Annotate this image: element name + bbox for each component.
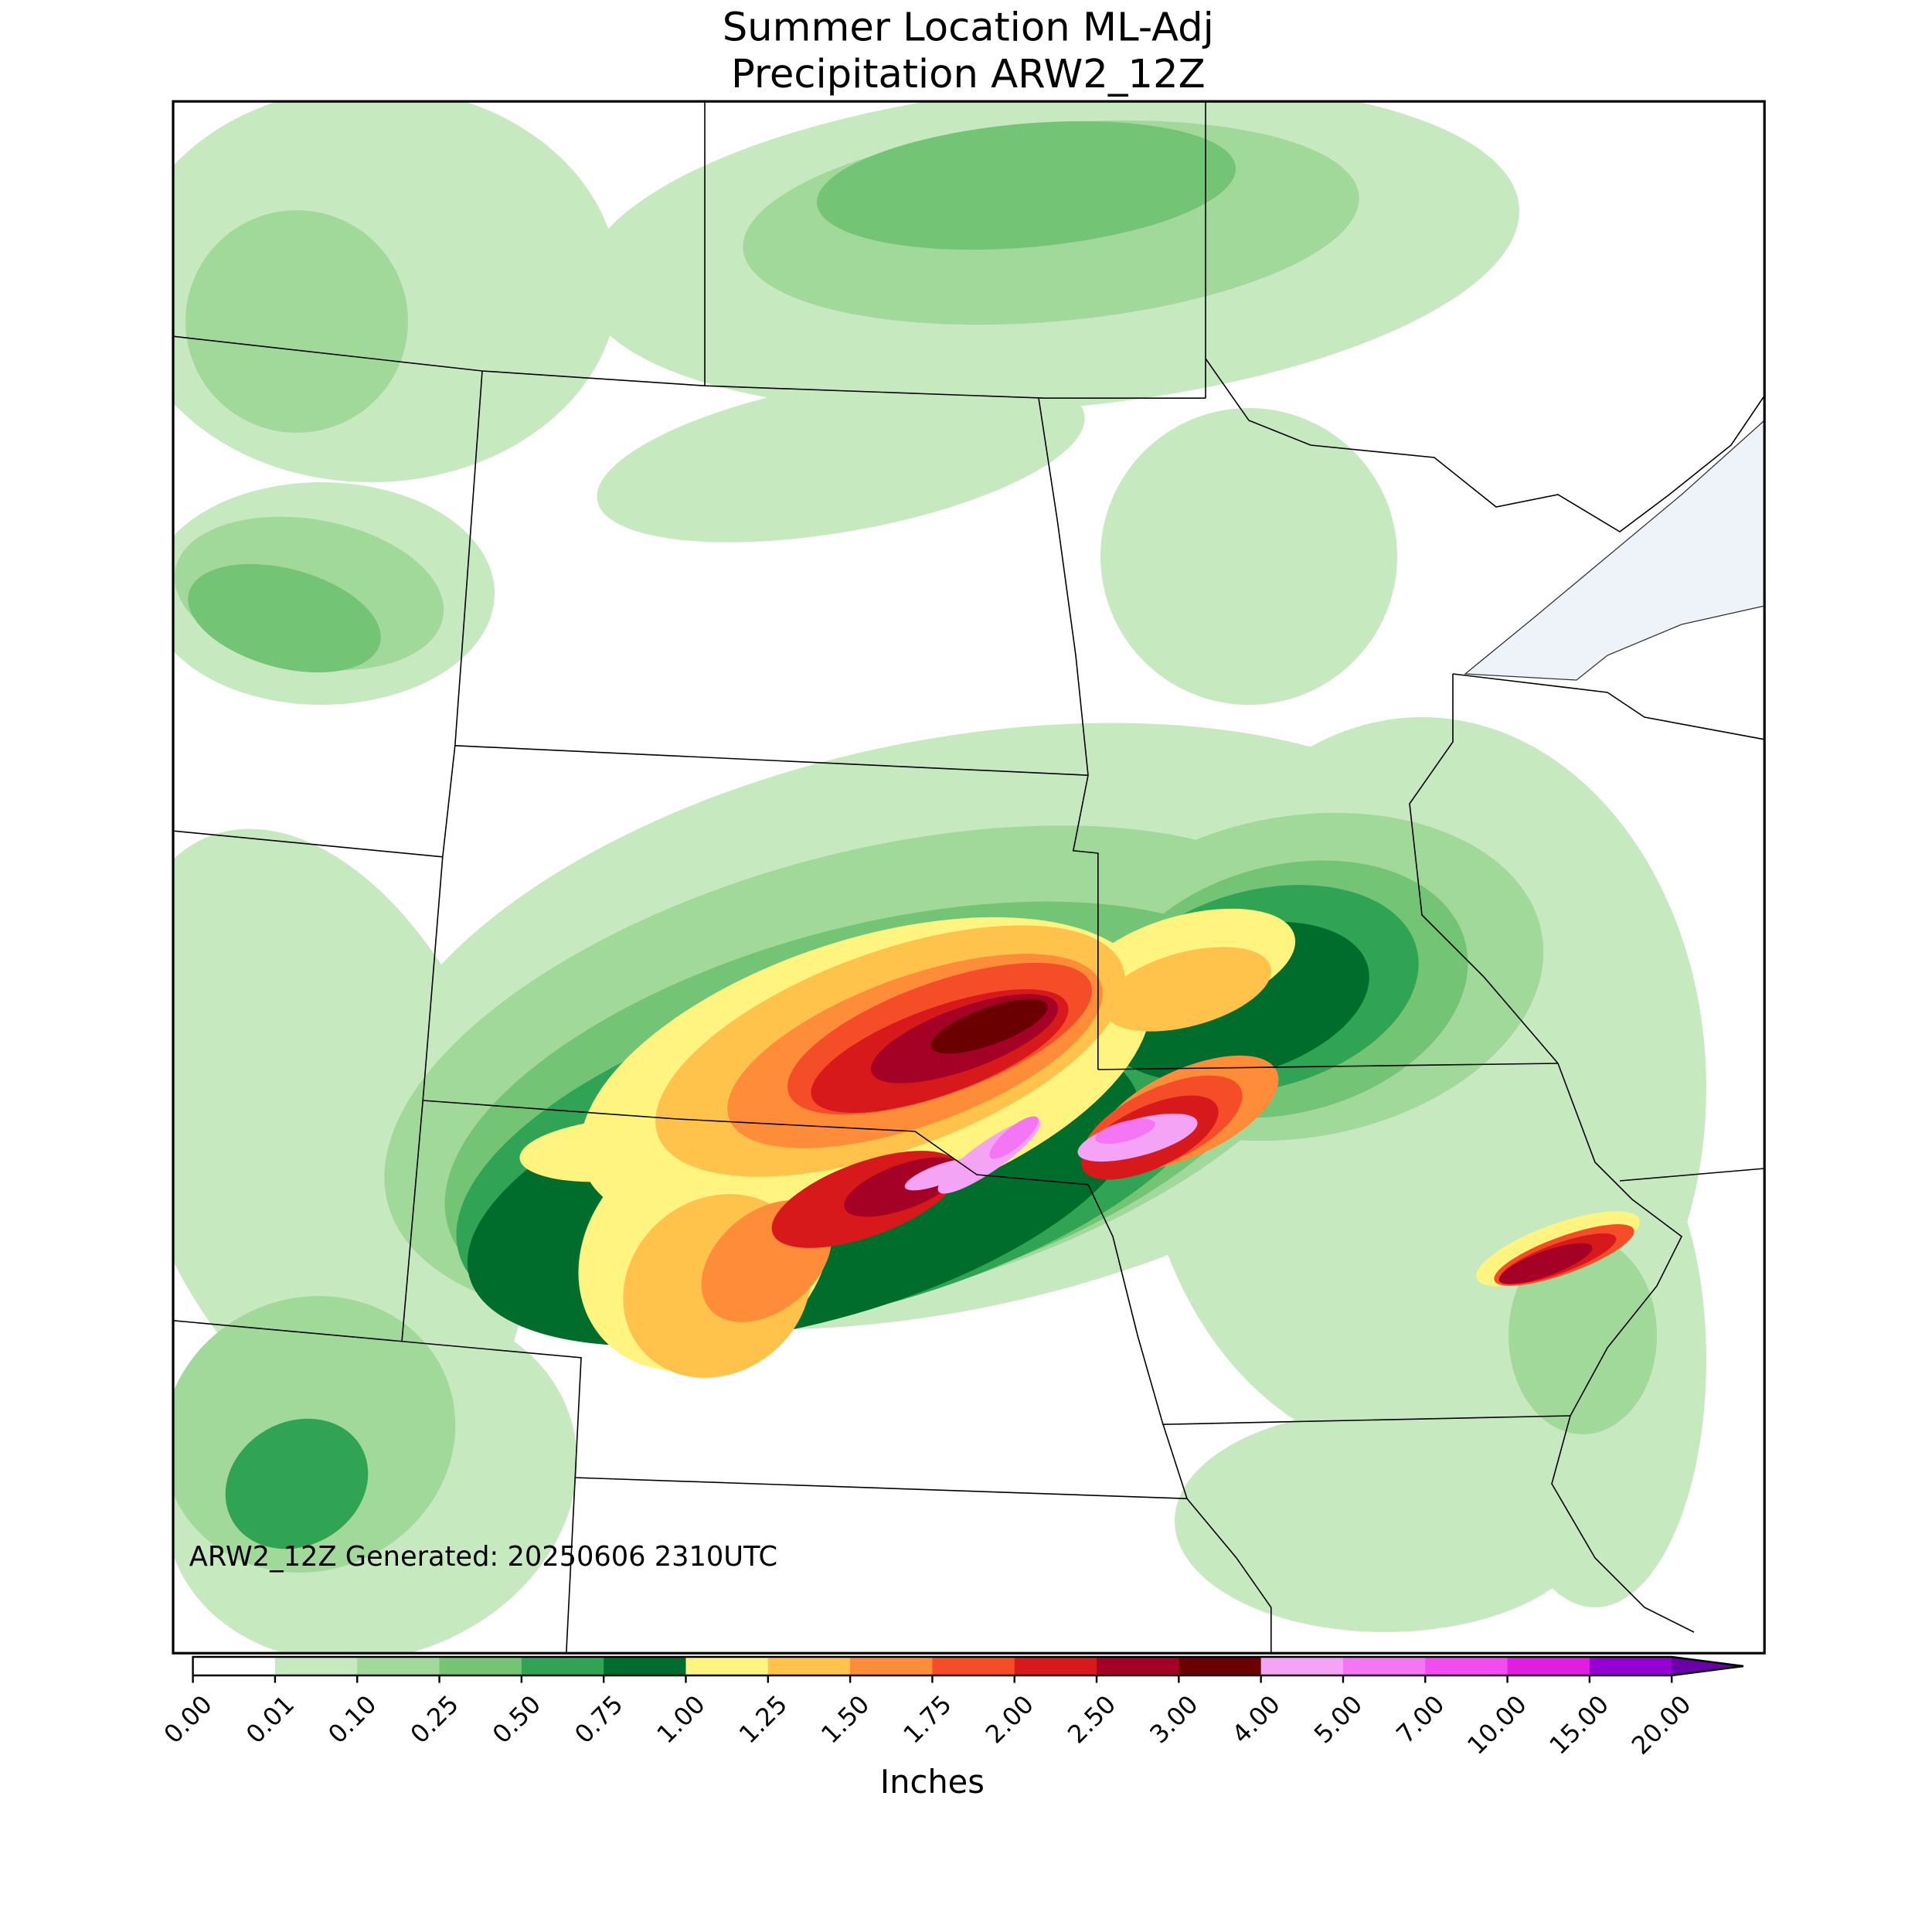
- colorbar-tick-label: 0.10: [322, 1689, 382, 1749]
- precip-area: [816, 121, 1236, 250]
- colorbar-bin: [850, 1657, 934, 1675]
- colorbar-tick-label: 0.25: [405, 1689, 464, 1749]
- colorbar-bin: [439, 1657, 522, 1675]
- precip-area: [185, 210, 408, 433]
- colorbar-tick-label: 15.00: [1543, 1689, 1614, 1760]
- colorbar-bin: [274, 1657, 359, 1675]
- colorbar-tick-label: 0.75: [569, 1689, 628, 1749]
- colorbar-tick-label: 1.50: [815, 1689, 875, 1749]
- precip-area: [904, 1158, 975, 1191]
- colorbar-bin: [1425, 1657, 1509, 1675]
- precipitation-field: [173, 101, 1706, 1654]
- colorbar: 0.00 0.01 0.10 0.25 0.50 0.75 1.00 1.25 1.50 1.75…: [158, 1655, 1744, 1760]
- colorbar-bin: [1507, 1657, 1590, 1675]
- precip-area: [225, 1418, 369, 1549]
- colorbar-bin: [604, 1657, 687, 1675]
- colorbar-tick-label: 7.00: [1390, 1689, 1450, 1749]
- colorbar-tick-label: 20.00: [1626, 1689, 1697, 1760]
- colorbar-bin: [1014, 1657, 1097, 1675]
- colorbar-bin: [1589, 1657, 1672, 1675]
- precip-area: [597, 372, 1085, 543]
- colorbar-outline: [192, 1655, 1744, 1677]
- colorbar-tick-label: 1.00: [651, 1689, 710, 1749]
- colorbar-tick-label: 4.00: [1226, 1689, 1286, 1749]
- colorbar-bin: [1342, 1657, 1427, 1675]
- precip-area: [1100, 408, 1397, 705]
- precip-area: [1498, 1243, 1593, 1284]
- colorbar-tick-label: 0.50: [487, 1689, 546, 1749]
- map-frame: [172, 100, 1766, 1655]
- colorbar-label: Inches: [880, 1763, 985, 1801]
- map: [173, 101, 1765, 1654]
- colorbar-tick-label: 1.75: [897, 1689, 957, 1749]
- annotation: ARW2_12Z Generated: 20250606 2310UTC: [189, 1541, 777, 1573]
- colorbar-bin: [767, 1657, 851, 1675]
- colorbar-tick-label: 0.00: [158, 1689, 218, 1749]
- colorbar-extend: [1672, 1657, 1743, 1675]
- colorbar-bin: [1260, 1657, 1344, 1675]
- colorbar-bin: [932, 1657, 1015, 1675]
- precip-area: [1095, 1118, 1155, 1145]
- precip-area: [1509, 1236, 1657, 1434]
- colorbar-bin: [685, 1657, 769, 1675]
- colorbar-tick-label: 3.00: [1144, 1689, 1203, 1749]
- lake-superior: [1464, 420, 1765, 681]
- title-line: Precipitation ARW2_12Z: [731, 51, 1206, 97]
- precip-area: [188, 563, 381, 673]
- precip-area: [173, 828, 528, 1447]
- colorbar-tick-label: 1.25: [733, 1689, 793, 1749]
- colorbar-tick-label: 2.00: [980, 1689, 1039, 1749]
- state-borders: [173, 101, 1765, 1654]
- precip-area: [1175, 1410, 1595, 1632]
- colorbar-tick-label: 10.00: [1461, 1689, 1532, 1760]
- colorbar-bin: [192, 1657, 276, 1675]
- title-line: Summer Location ML-Adj: [723, 4, 1214, 50]
- colorbar-bin: [521, 1657, 604, 1675]
- precip-area: [1103, 947, 1271, 1032]
- precip-area: [930, 998, 1048, 1054]
- colorbar-bin: [1179, 1657, 1262, 1675]
- colorbar-tick-label: 2.50: [1062, 1689, 1121, 1749]
- colorbar-tick-label: 5.00: [1308, 1689, 1368, 1749]
- colorbar-bin: [357, 1657, 440, 1675]
- colorbar-tick-label: 0.01: [240, 1689, 300, 1749]
- colorbar-bin: [1097, 1657, 1180, 1675]
- precip-area: [989, 1116, 1039, 1159]
